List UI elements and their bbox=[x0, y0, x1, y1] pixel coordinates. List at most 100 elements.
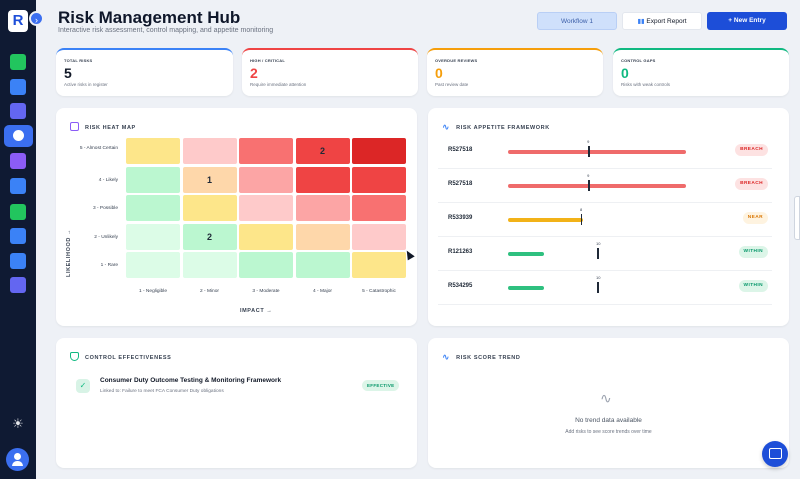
heatmap-row-label: 4 - Likely bbox=[98, 177, 118, 183]
stat-desc: Risks with weak controls bbox=[621, 82, 671, 87]
appetite-title-text: RISK APPETITE FRAMEWORK bbox=[456, 125, 550, 131]
appetite-row[interactable]: R121263 10 WITHIN bbox=[438, 237, 772, 271]
file-icon[interactable] bbox=[10, 277, 26, 293]
heatmap-cell[interactable] bbox=[352, 166, 406, 193]
heatmap-cell[interactable] bbox=[182, 138, 237, 164]
heatmap-cell[interactable] bbox=[295, 166, 350, 193]
stat-label: HIGH / CRITICAL bbox=[250, 58, 285, 63]
appetite-threshold-label: 10 bbox=[596, 275, 601, 280]
stat-value: 5 bbox=[64, 65, 72, 81]
reports-icon[interactable] bbox=[10, 54, 26, 70]
user-avatar[interactable] bbox=[6, 448, 29, 471]
shield-icon bbox=[70, 352, 79, 361]
control-panel: CONTROL EFFECTIVENESS bbox=[56, 338, 417, 468]
export-label: Export Report bbox=[646, 18, 687, 25]
appetite-bar bbox=[508, 150, 686, 154]
building-icon[interactable] bbox=[10, 79, 26, 95]
empty-pulse-icon: ∿ bbox=[600, 390, 612, 406]
heatmap-cell[interactable] bbox=[295, 223, 350, 250]
chart-icon[interactable] bbox=[10, 228, 26, 244]
heatmap-cell[interactable] bbox=[352, 223, 406, 250]
workflow-button[interactable]: Workflow 1 bbox=[537, 12, 617, 30]
y-axis-text: LIKELIHOOD bbox=[66, 237, 72, 277]
heatmap-cell[interactable] bbox=[352, 195, 406, 221]
heatmap-row-label: 3 - Possible bbox=[92, 206, 118, 211]
list-icon[interactable] bbox=[10, 253, 26, 269]
heatmap-cell[interactable]: 2 bbox=[295, 138, 350, 164]
heatmap-cell[interactable] bbox=[352, 138, 406, 164]
heatmap-cell[interactable] bbox=[352, 252, 406, 278]
heatmap-col-label: 2 - Minor bbox=[200, 289, 219, 294]
appetite-row[interactable]: R534295 10 WITHIN bbox=[438, 271, 772, 305]
heatmap-cell[interactable] bbox=[239, 223, 293, 250]
appetite-row[interactable]: R527518 9 BREACH bbox=[438, 135, 772, 169]
heatmap-cell[interactable]: 2 bbox=[182, 223, 237, 250]
appetite-track: 10 bbox=[508, 241, 686, 259]
pulse-icon: ∿ bbox=[442, 352, 451, 362]
heatmap-cell[interactable] bbox=[239, 138, 293, 164]
heatmap-cell[interactable] bbox=[239, 166, 293, 193]
heatmap-col-label: 4 - Major bbox=[313, 289, 332, 294]
collapse-sidebar-button[interactable]: › bbox=[29, 11, 44, 26]
heatmap-cell[interactable] bbox=[182, 252, 237, 278]
export-report-button[interactable]: ▮▮ Export Report bbox=[622, 12, 702, 30]
appetite-threshold-label: 9 bbox=[587, 173, 590, 178]
heatmap-cell[interactable] bbox=[126, 252, 180, 278]
message-icon[interactable] bbox=[10, 204, 26, 220]
heatmap-col-label: 5 - Catastrophic bbox=[362, 289, 396, 294]
control-item[interactable]: ✓ Consumer Duty Outcome Testing & Monito… bbox=[68, 371, 402, 403]
trend-panel: ∿ RISK SCORE TREND bbox=[428, 338, 789, 468]
appetite-status-badge: NEAR bbox=[742, 212, 768, 224]
new-entry-label: New Entry bbox=[733, 17, 766, 24]
stat-value: 2 bbox=[250, 65, 258, 81]
heatmap-row-label: 2 - Unlikely bbox=[94, 234, 118, 240]
users-icon[interactable] bbox=[10, 103, 26, 119]
side-scroll-handle[interactable] bbox=[794, 196, 800, 240]
heatmap-cell[interactable] bbox=[126, 223, 180, 250]
stat-card-control-gaps: CONTROL GAPS 0 Risks with weak controls bbox=[613, 48, 789, 96]
appetite-threshold-label: 9 bbox=[587, 139, 590, 144]
heatmap-cell[interactable]: 1 bbox=[182, 166, 237, 193]
heatmap-cell[interactable] bbox=[126, 166, 180, 193]
risk-id: R534295 bbox=[448, 283, 473, 289]
chat-icon[interactable] bbox=[762, 441, 788, 467]
likelihood-axis-label: LIKELIHOOD → bbox=[66, 228, 72, 277]
stat-desc: Active risks in register bbox=[64, 82, 108, 87]
heatmap-title-text: RISK HEAT MAP bbox=[85, 125, 136, 131]
appetite-title: ∿ RISK APPETITE FRAMEWORK bbox=[442, 122, 550, 133]
trend-hint-text: Add risks to see score trends over time bbox=[565, 429, 652, 435]
control-title: CONTROL EFFECTIVENESS bbox=[70, 352, 171, 361]
heatmap-cell[interactable] bbox=[126, 195, 180, 221]
stat-card-overdue-reviews: OVERDUE REVIEWS 0 Past review date bbox=[427, 48, 603, 96]
impact-axis-label: IMPACT → bbox=[240, 308, 273, 314]
appetite-status-badge: BREACH bbox=[735, 144, 768, 156]
heatmap-cell[interactable] bbox=[126, 138, 180, 164]
theme-toggle-icon[interactable]: ☀ bbox=[12, 416, 24, 431]
document-icon[interactable] bbox=[10, 153, 26, 169]
heatmap-cell[interactable] bbox=[295, 195, 350, 221]
appetite-row[interactable]: R527518 9 BREACH bbox=[438, 169, 772, 203]
appetite-bar bbox=[508, 184, 686, 188]
heatmap-title: RISK HEAT MAP bbox=[70, 122, 136, 131]
trend-title-text: RISK SCORE TREND bbox=[456, 355, 521, 361]
pulse-icon: ∿ bbox=[442, 122, 451, 132]
heatmap-cell[interactable] bbox=[295, 252, 350, 278]
dashboard-icon[interactable] bbox=[10, 178, 26, 194]
plus-icon: + bbox=[728, 17, 734, 24]
appetite-row[interactable]: R533939 8 NEAR bbox=[438, 203, 772, 237]
heatmap-cell[interactable] bbox=[239, 252, 293, 278]
appetite-status-badge: WITHIN bbox=[738, 246, 768, 258]
new-entry-button[interactable]: + New Entry bbox=[707, 12, 787, 30]
heatmap-cell[interactable] bbox=[239, 195, 293, 221]
appetite-status-badge: WITHIN bbox=[738, 280, 768, 292]
app-logo: R bbox=[8, 10, 28, 32]
control-name: Consumer Duty Outcome Testing & Monitori… bbox=[100, 377, 282, 384]
appetite-bar bbox=[508, 218, 583, 222]
control-status-badge: EFFECTIVE bbox=[362, 380, 400, 391]
risk-icon[interactable] bbox=[4, 125, 33, 147]
stat-label: CONTROL GAPS bbox=[621, 58, 656, 63]
grid-icon bbox=[70, 122, 79, 131]
appetite-status-badge: BREACH bbox=[735, 178, 768, 190]
heatmap-cell[interactable] bbox=[182, 195, 237, 221]
heatmap-col-label: 1 - Negligible bbox=[139, 289, 167, 294]
